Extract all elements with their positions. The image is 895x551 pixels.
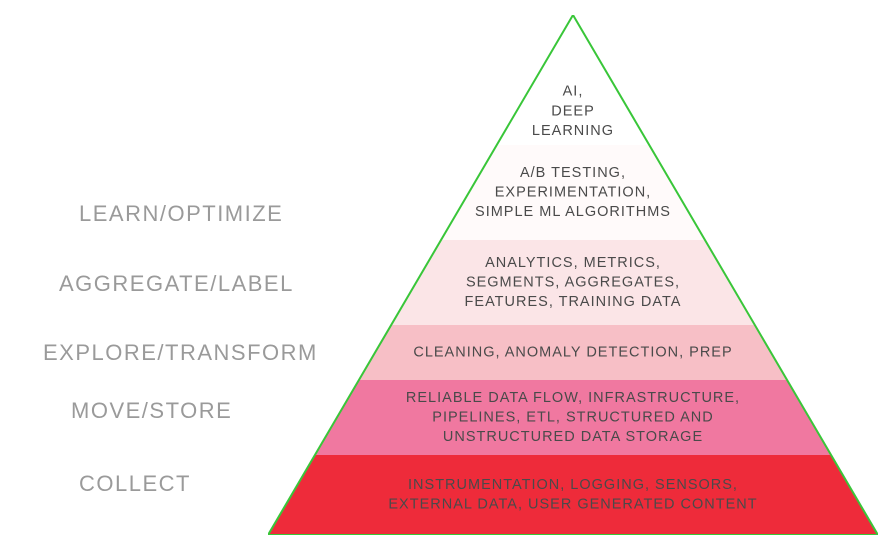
side-label-learn-optimize: LEARN/OPTIMIZE: [79, 201, 283, 227]
pyramid-tier-label-cleaning: CLEANING, ANOMALY DETECTION, PREP: [413, 344, 732, 360]
pyramid-tier-instrument: [268, 455, 878, 535]
pyramid-svg: AI,DEEPLEARNINGA/B TESTING,EXPERIMENTATI…: [268, 15, 878, 535]
side-label-collect: COLLECT: [79, 471, 191, 497]
diagram-stage: LEARN/OPTIMIZE AGGREGATE/LABEL EXPLORE/T…: [0, 0, 895, 551]
side-label-aggregate-label: AGGREGATE/LABEL: [59, 271, 294, 297]
pyramid-tier-label-reliable: RELIABLE DATA FLOW, INFRASTRUCTURE,PIPEL…: [406, 390, 740, 445]
pyramid-tier-label-analytics: ANALYTICS, METRICS,SEGMENTS, AGGREGATES,…: [465, 255, 682, 310]
pyramid: AI,DEEPLEARNINGA/B TESTING,EXPERIMENTATI…: [268, 15, 878, 535]
side-label-move-store: MOVE/STORE: [71, 398, 232, 424]
